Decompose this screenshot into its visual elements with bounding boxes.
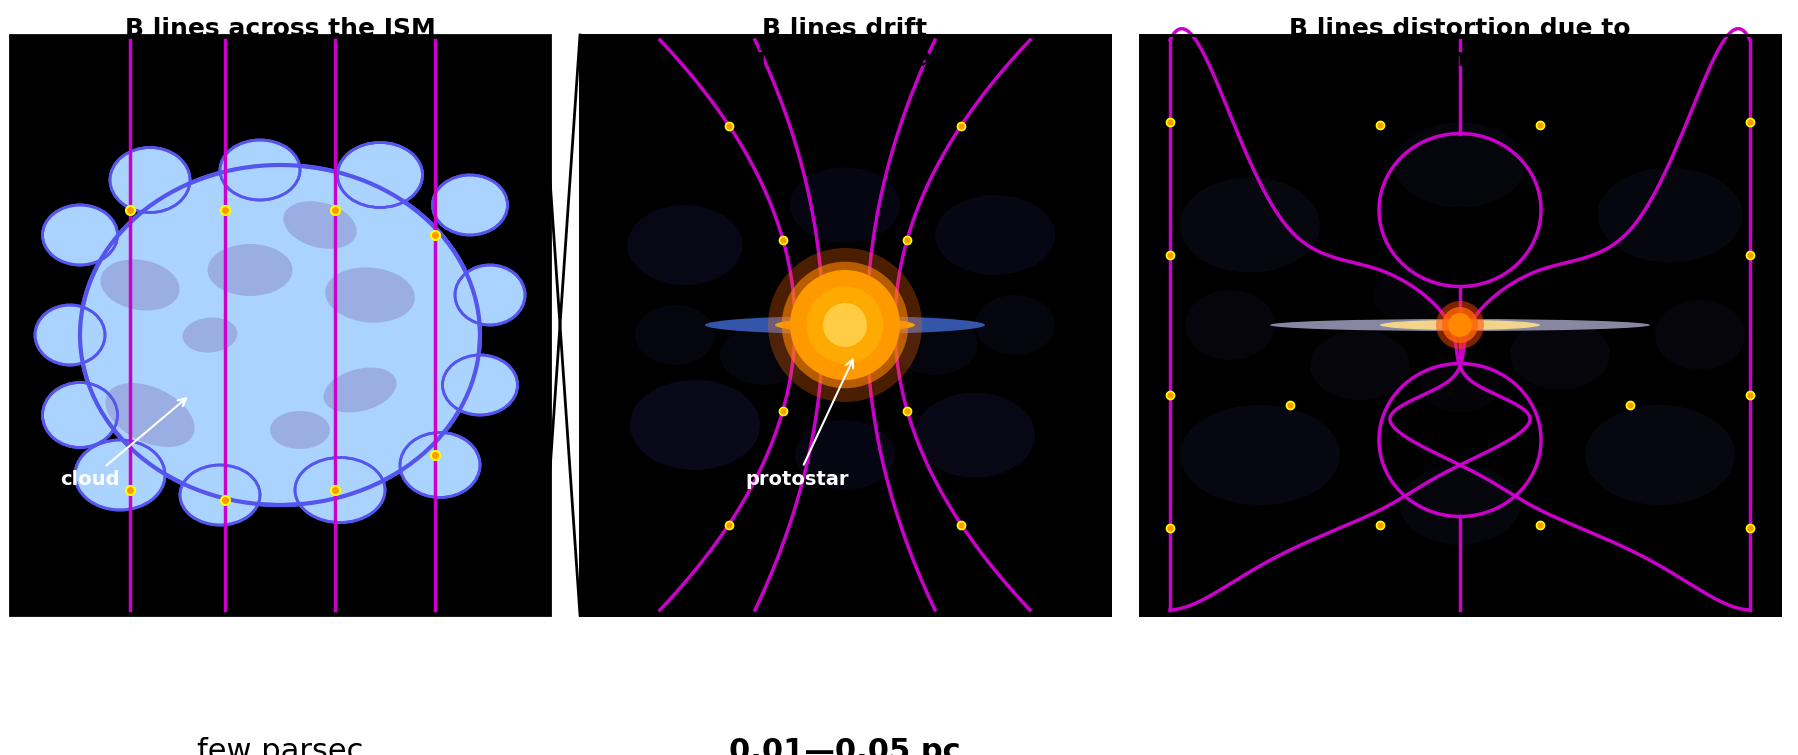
Ellipse shape — [1179, 405, 1340, 505]
Ellipse shape — [43, 205, 117, 265]
Ellipse shape — [1437, 301, 1483, 349]
Ellipse shape — [1442, 307, 1478, 343]
Ellipse shape — [106, 383, 194, 447]
Ellipse shape — [789, 270, 901, 380]
Ellipse shape — [807, 286, 883, 363]
Ellipse shape — [1269, 319, 1651, 331]
Ellipse shape — [629, 380, 761, 470]
Ellipse shape — [705, 316, 985, 334]
Text: cloud: cloud — [59, 399, 187, 489]
Ellipse shape — [768, 248, 922, 402]
Ellipse shape — [1420, 358, 1500, 412]
Ellipse shape — [1179, 177, 1320, 273]
Ellipse shape — [975, 295, 1055, 355]
Ellipse shape — [219, 140, 300, 200]
Ellipse shape — [1311, 330, 1410, 400]
Ellipse shape — [110, 147, 191, 212]
Ellipse shape — [935, 195, 1055, 275]
Ellipse shape — [34, 305, 104, 365]
Ellipse shape — [1185, 290, 1275, 360]
Ellipse shape — [325, 267, 415, 322]
Ellipse shape — [284, 201, 356, 249]
Ellipse shape — [719, 325, 811, 385]
Bar — [11, 35, 550, 615]
Ellipse shape — [324, 368, 397, 412]
Ellipse shape — [915, 393, 1036, 477]
Ellipse shape — [782, 262, 908, 388]
Text: protostar: protostar — [744, 359, 852, 489]
Bar — [581, 35, 1109, 615]
Text: few parsec: few parsec — [196, 737, 363, 755]
Ellipse shape — [635, 305, 716, 365]
Bar — [11, 35, 550, 615]
Ellipse shape — [79, 165, 480, 505]
Text: B lines across the ISM: B lines across the ISM — [124, 17, 435, 41]
Text: B lines distortion due to
the rotation of the disc: B lines distortion due to the rotation o… — [1289, 17, 1631, 71]
Ellipse shape — [43, 383, 117, 448]
Bar — [581, 35, 1109, 615]
Ellipse shape — [775, 318, 915, 332]
Ellipse shape — [455, 265, 525, 325]
Ellipse shape — [295, 458, 385, 522]
Ellipse shape — [101, 260, 180, 310]
Ellipse shape — [270, 411, 331, 449]
Text: B lines drift
during the collapse: B lines drift during the collapse — [708, 17, 982, 71]
Ellipse shape — [1401, 465, 1519, 545]
Ellipse shape — [1372, 270, 1447, 320]
Ellipse shape — [628, 205, 743, 285]
Ellipse shape — [183, 317, 237, 353]
Bar — [1140, 35, 1780, 615]
Ellipse shape — [789, 168, 901, 242]
Ellipse shape — [180, 465, 261, 525]
Ellipse shape — [442, 355, 518, 415]
Ellipse shape — [207, 244, 293, 296]
Ellipse shape — [1381, 320, 1541, 330]
Ellipse shape — [1586, 405, 1735, 505]
Ellipse shape — [399, 433, 480, 498]
Ellipse shape — [892, 315, 978, 375]
Ellipse shape — [433, 175, 507, 235]
Ellipse shape — [1654, 300, 1746, 370]
Ellipse shape — [1395, 122, 1525, 208]
Ellipse shape — [338, 143, 423, 208]
Ellipse shape — [823, 303, 867, 347]
Ellipse shape — [76, 440, 165, 510]
Bar — [1140, 35, 1780, 615]
Ellipse shape — [1597, 168, 1742, 263]
Text: 0.01—0.05 pc: 0.01—0.05 pc — [730, 737, 960, 755]
Ellipse shape — [1447, 313, 1473, 337]
Ellipse shape — [1510, 320, 1609, 390]
Ellipse shape — [795, 420, 895, 490]
